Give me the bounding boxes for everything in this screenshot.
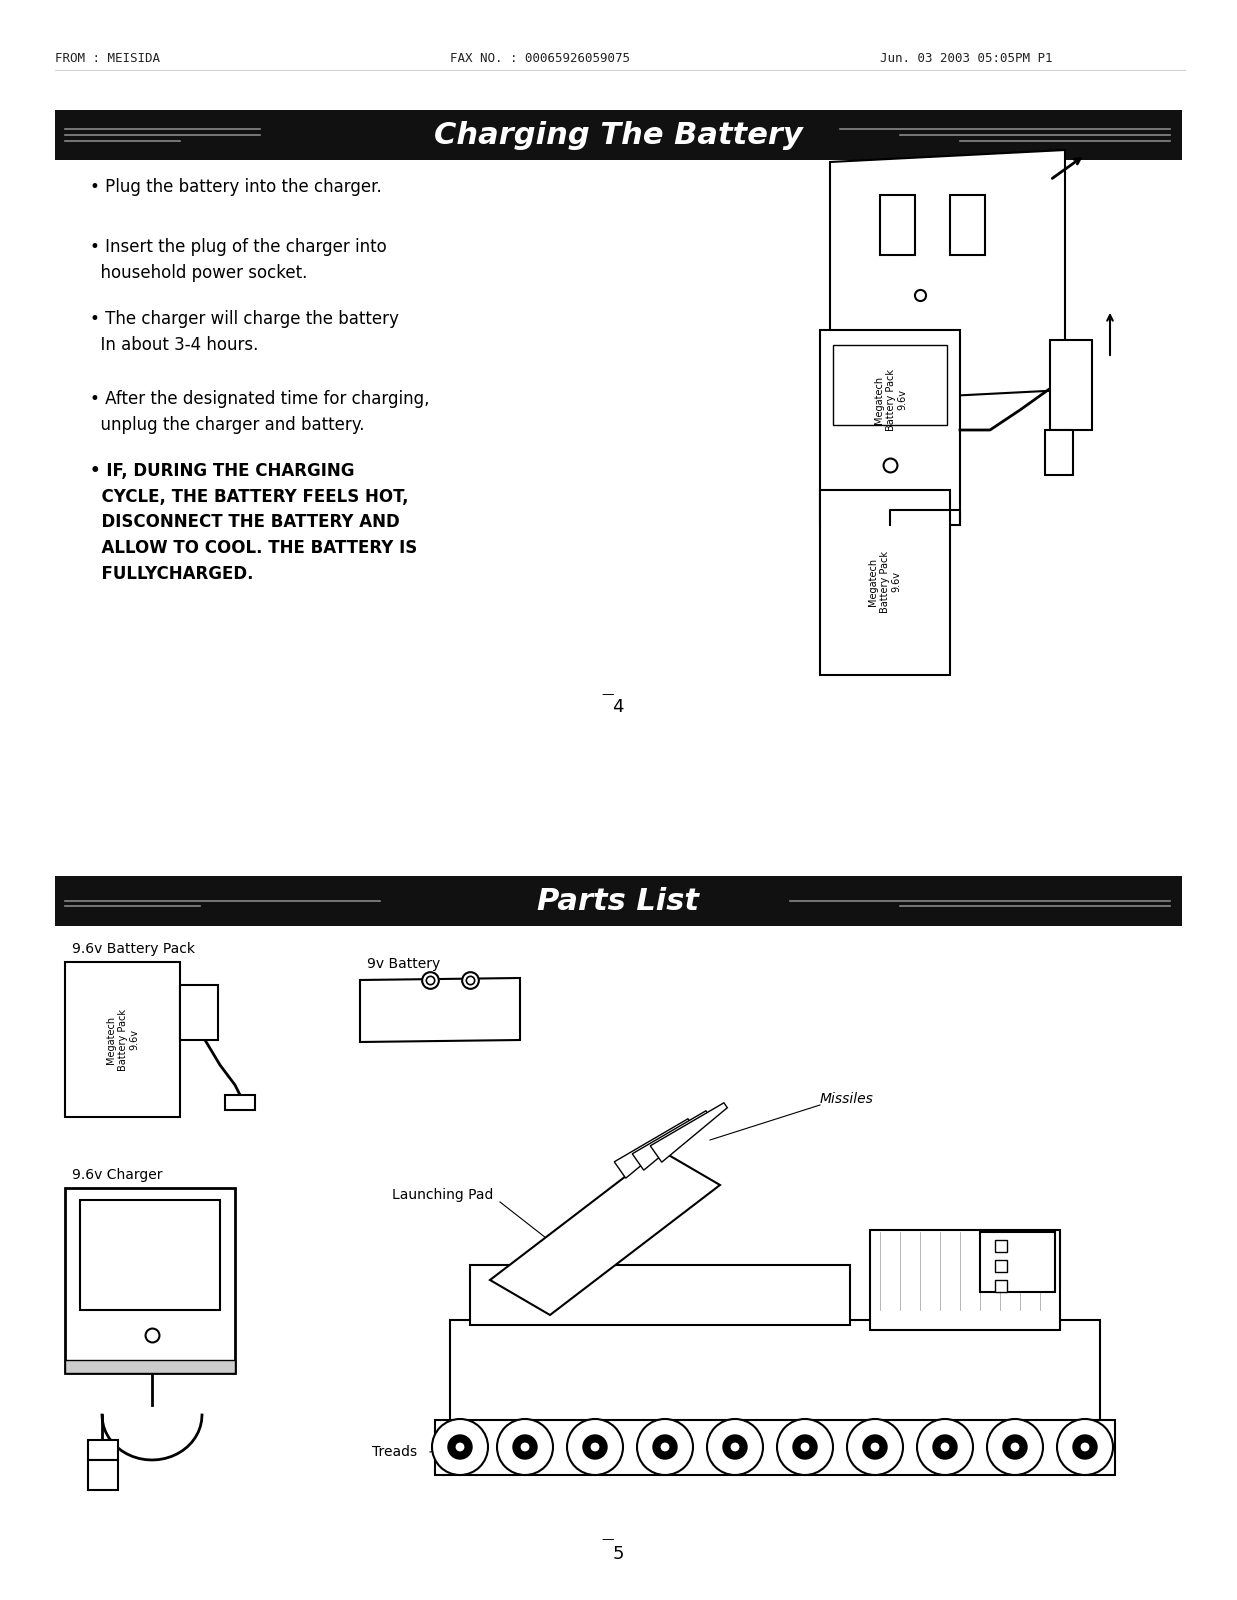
Text: FROM : MEISIDA: FROM : MEISIDA	[54, 51, 160, 66]
FancyBboxPatch shape	[225, 1094, 255, 1110]
FancyBboxPatch shape	[820, 490, 950, 675]
Polygon shape	[435, 1421, 1115, 1475]
FancyBboxPatch shape	[181, 986, 218, 1040]
Circle shape	[777, 1419, 833, 1475]
Text: • IF, DURING THE CHARGING
  CYCLE, THE BATTERY FEELS HOT,
  DISCONNECT THE BATTE: • IF, DURING THE CHARGING CYCLE, THE BAT…	[90, 462, 417, 582]
Circle shape	[455, 1442, 465, 1453]
FancyBboxPatch shape	[1050, 341, 1092, 430]
Text: 9.6v Charger: 9.6v Charger	[72, 1168, 162, 1182]
Text: Megatech
Battery Pack
9.6v: Megatech Battery Pack 9.6v	[106, 1010, 140, 1070]
FancyBboxPatch shape	[80, 1200, 220, 1310]
FancyBboxPatch shape	[995, 1261, 1007, 1272]
Circle shape	[847, 1419, 903, 1475]
Text: • After the designated time for charging,
  unplug the charger and battery.: • After the designated time for charging…	[90, 390, 429, 434]
FancyBboxPatch shape	[54, 110, 1183, 160]
FancyBboxPatch shape	[950, 195, 985, 254]
Circle shape	[940, 1442, 950, 1453]
Text: Treads: Treads	[372, 1445, 417, 1459]
Text: Jun. 03 2003 05:05PM P1: Jun. 03 2003 05:05PM P1	[880, 51, 1053, 66]
FancyBboxPatch shape	[880, 195, 915, 254]
FancyBboxPatch shape	[870, 1230, 1060, 1330]
Text: 4: 4	[612, 698, 623, 717]
Text: Charging The Battery: Charging The Battery	[434, 120, 803, 149]
Text: Parts List: Parts List	[537, 886, 699, 915]
Circle shape	[653, 1435, 677, 1459]
Circle shape	[661, 1442, 670, 1453]
Circle shape	[497, 1419, 553, 1475]
FancyBboxPatch shape	[995, 1280, 1007, 1293]
Polygon shape	[830, 150, 1065, 402]
Text: —: —	[601, 1533, 615, 1546]
Circle shape	[800, 1442, 810, 1453]
Circle shape	[1056, 1419, 1113, 1475]
Circle shape	[520, 1442, 529, 1453]
FancyBboxPatch shape	[88, 1440, 118, 1459]
Circle shape	[448, 1435, 473, 1459]
Circle shape	[1072, 1435, 1097, 1459]
Circle shape	[1003, 1435, 1027, 1459]
Text: 9v Battery: 9v Battery	[367, 957, 440, 971]
Text: Megatech
Battery Pack
9.6v: Megatech Battery Pack 9.6v	[868, 550, 902, 613]
FancyBboxPatch shape	[995, 1240, 1007, 1251]
Text: Megatech
Battery Pack
9.6v: Megatech Battery Pack 9.6v	[875, 370, 908, 430]
Circle shape	[722, 1435, 747, 1459]
FancyBboxPatch shape	[54, 877, 1183, 926]
Polygon shape	[490, 1150, 720, 1315]
FancyBboxPatch shape	[66, 1187, 235, 1373]
FancyBboxPatch shape	[820, 330, 960, 525]
Circle shape	[1080, 1442, 1090, 1453]
Circle shape	[583, 1435, 607, 1459]
Polygon shape	[632, 1110, 709, 1170]
Circle shape	[870, 1442, 880, 1453]
Text: • The charger will charge the battery
  In about 3-4 hours.: • The charger will charge the battery In…	[90, 310, 398, 354]
FancyBboxPatch shape	[980, 1232, 1055, 1293]
Circle shape	[590, 1442, 600, 1453]
FancyBboxPatch shape	[1045, 430, 1072, 475]
FancyBboxPatch shape	[450, 1320, 1100, 1450]
Text: 5: 5	[612, 1546, 623, 1563]
Polygon shape	[615, 1118, 691, 1178]
Circle shape	[730, 1442, 740, 1453]
Circle shape	[1009, 1442, 1021, 1453]
Text: 9.6v Battery Pack: 9.6v Battery Pack	[72, 942, 195, 955]
Text: FAX NO. : 00065926059075: FAX NO. : 00065926059075	[450, 51, 630, 66]
Text: • Plug the battery into the charger.: • Plug the battery into the charger.	[90, 178, 382, 195]
Text: Missiles: Missiles	[820, 1091, 873, 1106]
FancyBboxPatch shape	[66, 1360, 235, 1373]
Circle shape	[863, 1435, 887, 1459]
Circle shape	[432, 1419, 489, 1475]
Circle shape	[793, 1435, 816, 1459]
FancyBboxPatch shape	[833, 346, 948, 426]
Circle shape	[933, 1435, 957, 1459]
Text: • Insert the plug of the charger into
  household power socket.: • Insert the plug of the charger into ho…	[90, 238, 387, 282]
Circle shape	[567, 1419, 623, 1475]
FancyBboxPatch shape	[88, 1459, 118, 1490]
Circle shape	[637, 1419, 693, 1475]
Circle shape	[917, 1419, 974, 1475]
FancyBboxPatch shape	[470, 1266, 850, 1325]
Polygon shape	[651, 1102, 727, 1162]
Polygon shape	[360, 978, 520, 1042]
Text: —: —	[601, 688, 615, 701]
Text: Launching Pad: Launching Pad	[392, 1187, 494, 1202]
FancyBboxPatch shape	[66, 962, 181, 1117]
Circle shape	[708, 1419, 763, 1475]
Circle shape	[513, 1435, 537, 1459]
Circle shape	[987, 1419, 1043, 1475]
